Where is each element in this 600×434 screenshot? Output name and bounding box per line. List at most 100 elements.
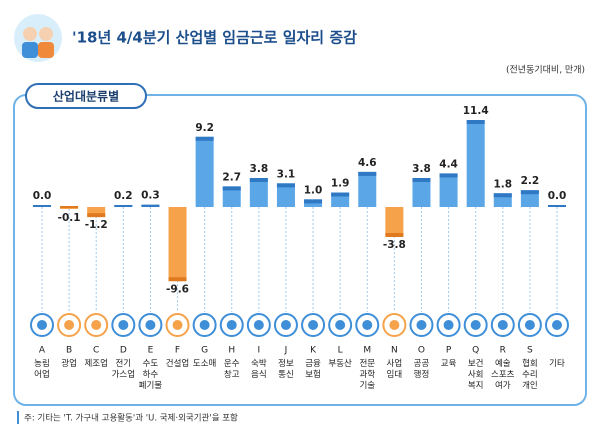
category-code: B — [66, 346, 72, 356]
header-icon — [23, 27, 37, 41]
bar-cap — [466, 120, 485, 124]
value-label: 1.9 — [331, 178, 350, 190]
bar — [358, 171, 377, 207]
bar-cap — [304, 199, 323, 204]
bar-cap — [331, 192, 350, 197]
value-label: 9.2 — [195, 122, 214, 134]
bar-cap — [33, 205, 51, 207]
category-label: 운수 창고 — [224, 359, 240, 380]
industry-icon-dot — [253, 320, 264, 330]
value-label: 1.8 — [493, 178, 512, 190]
category-label: 기타 — [549, 359, 565, 369]
bar-cap — [195, 136, 214, 141]
bar-cap — [439, 173, 458, 178]
bar — [520, 190, 539, 207]
bar — [439, 173, 458, 207]
bar — [385, 207, 404, 236]
industry-icon-dot — [416, 320, 427, 330]
header-icon — [14, 14, 62, 62]
chart-title: '18년 4/4분기 산업별 임금근로 일자리 증감 — [72, 29, 357, 47]
value-label: 11.4 — [463, 105, 489, 117]
bar — [276, 183, 295, 207]
category-code: I — [258, 346, 261, 356]
value-label: 3.8 — [412, 163, 431, 175]
value-label: -9.6 — [166, 283, 189, 295]
industry-icon-dot — [335, 320, 346, 330]
bar-cap — [358, 171, 377, 176]
category-label: 농림 어업 — [34, 358, 50, 380]
industry-icon-dot — [145, 320, 156, 330]
category-code: L — [338, 346, 343, 356]
category-code: Q — [472, 346, 479, 356]
value-label: 2.2 — [521, 175, 540, 187]
bar-cap — [493, 193, 512, 198]
value-label: 4.4 — [439, 158, 458, 170]
value-label: 3.1 — [277, 168, 296, 180]
header-icon — [39, 27, 53, 41]
industry-icon-dot — [172, 320, 183, 330]
bar-cap — [60, 206, 79, 208]
value-label: 0.0 — [33, 190, 52, 202]
category-label: 전문 과학 기술 — [359, 358, 375, 391]
value-label: -0.1 — [58, 212, 81, 224]
value-label: 3.8 — [250, 163, 269, 175]
industry-icon-dot — [443, 320, 454, 330]
category-code: A — [39, 346, 46, 356]
category-code: E — [148, 346, 154, 356]
category-label: 정보 통신 — [278, 358, 294, 380]
bar — [195, 136, 214, 207]
industry-icon-dot — [118, 320, 129, 330]
category-label: 교육 — [441, 359, 457, 369]
category-code: J — [284, 346, 288, 356]
category-label: 금융 보험 — [305, 359, 321, 380]
category-code: H — [228, 346, 235, 356]
category-label: 도소매 — [193, 359, 216, 369]
category-label: 광업 — [61, 358, 77, 369]
value-label: -1.2 — [85, 219, 108, 231]
section-tab — [25, 83, 147, 109]
bar-cap — [222, 186, 241, 191]
bar-cap — [87, 213, 106, 218]
bar-cap — [168, 277, 187, 282]
industry-icon-dot — [552, 320, 562, 330]
category-label: 사업 임대 — [387, 359, 403, 380]
category-label: 건설업 — [166, 358, 189, 369]
bar — [249, 178, 268, 207]
bar — [168, 207, 187, 281]
bar-cap — [114, 205, 133, 207]
header-icon — [22, 42, 38, 58]
industry-icon-dot — [497, 320, 508, 330]
value-label: 2.7 — [222, 171, 241, 183]
category-label: 보건 사회 복지 — [468, 358, 484, 391]
industry-icon-dot — [91, 320, 102, 330]
bar-cap — [249, 178, 268, 182]
bar-cap — [520, 190, 539, 195]
unit-label: (전년동기대비, 만개) — [506, 65, 585, 76]
bar — [222, 186, 241, 207]
bar — [87, 207, 106, 217]
industry-icon-dot — [64, 320, 75, 330]
category-label: 숙박 음식 — [251, 358, 267, 380]
value-label: 1.0 — [304, 184, 323, 196]
industry-icon-dot — [226, 320, 237, 330]
bar — [466, 120, 485, 207]
value-label: -3.8 — [383, 239, 406, 251]
category-code: C — [93, 346, 99, 356]
bar-cap — [141, 204, 160, 207]
bar — [412, 178, 431, 207]
category-code: M — [363, 346, 371, 356]
footnote: 주: 기타는 'T. 가구내 고용활동'과 'U. 국제·외국기관'을 포함 — [24, 413, 238, 424]
industry-icon-dot — [199, 320, 210, 330]
category-label: 예술 스포츠 여가 — [491, 358, 515, 391]
category-label: 공공 행정 — [414, 359, 430, 380]
section-label: 산업대분류별 — [53, 89, 119, 104]
industry-icon-dot — [308, 320, 319, 330]
industry-icon-dot — [362, 320, 373, 330]
category-label: 제조업 — [84, 359, 107, 369]
bar-cap — [385, 233, 404, 237]
category-label: 부동산 — [328, 358, 352, 369]
category-code: S — [527, 346, 533, 356]
value-label: 0.2 — [114, 190, 133, 202]
value-label: 0.0 — [548, 190, 567, 202]
